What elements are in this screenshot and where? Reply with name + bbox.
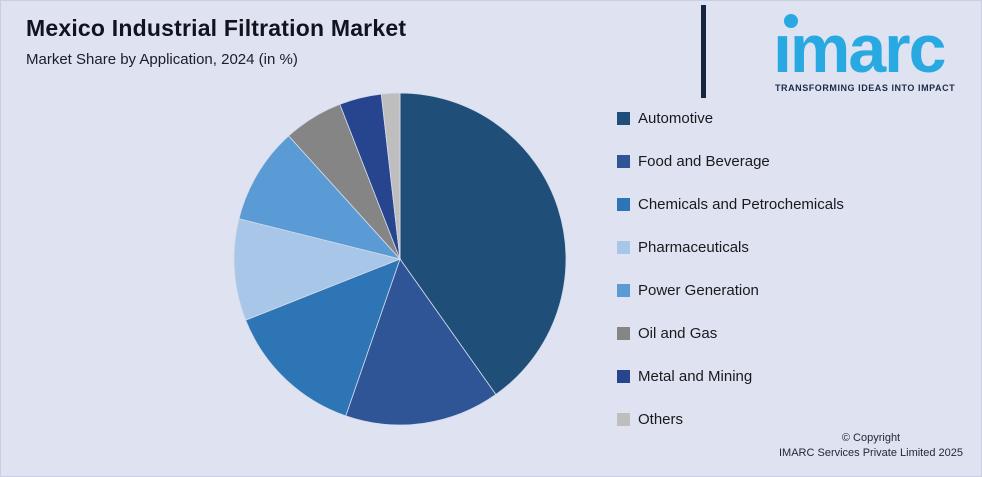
page-subtitle: Market Share by Application, 2024 (in %) xyxy=(26,51,298,68)
legend-swatch-icon xyxy=(617,369,630,383)
pie-slice xyxy=(233,218,402,321)
pie-slice xyxy=(345,258,497,426)
pie-chart-svg xyxy=(233,92,567,426)
logo-wordmark: ımarc xyxy=(773,11,946,87)
legend-label: Metal and Mining xyxy=(638,367,753,385)
page-title: Mexico Industrial Filtration Market xyxy=(26,15,407,41)
legend-item: Power Generation xyxy=(617,280,844,300)
logo-i-dot-icon xyxy=(784,14,798,28)
header: Mexico Industrial Filtration Market Mark… xyxy=(26,15,406,68)
legend-swatch-icon xyxy=(617,197,630,211)
legend-item: Food and Beverage xyxy=(617,151,844,171)
legend-label: Power Generation xyxy=(638,281,759,299)
pie-slice xyxy=(245,258,401,417)
legend-label: Others xyxy=(638,410,684,428)
legend-label: Automotive xyxy=(638,109,714,127)
logo-accent-bar xyxy=(701,5,706,98)
legend-item: Others xyxy=(617,409,844,429)
legend-swatch-icon xyxy=(617,283,630,297)
legend-swatch-icon xyxy=(617,240,630,254)
legend-item: Oil and Gas xyxy=(617,323,844,343)
legend-item: Pharmaceuticals xyxy=(617,237,844,257)
legend-item: Metal and Mining xyxy=(617,366,844,386)
copyright: © Copyright IMARC Services Private Limit… xyxy=(771,431,971,461)
legend-label: Chemicals and Petrochemicals xyxy=(638,195,844,213)
legend-label: Food and Beverage xyxy=(638,152,770,170)
copyright-line2: IMARC Services Private Limited 2025 xyxy=(778,447,963,459)
legend-label: Oil and Gas xyxy=(638,324,718,342)
legend-label: Pharmaceuticals xyxy=(638,238,749,256)
legend-swatch-icon xyxy=(617,326,630,340)
legend-swatch-icon xyxy=(617,111,630,125)
pie-slice xyxy=(399,92,567,396)
pie-slice xyxy=(238,135,402,260)
legend-item: Chemicals and Petrochemicals xyxy=(617,194,844,214)
legend-swatch-icon xyxy=(617,154,630,168)
logo-tagline: TRANSFORMING IDEAS INTO IMPACT xyxy=(775,83,956,93)
imarc-logo: ımarc TRANSFORMING IDEAS INTO IMPACT xyxy=(701,5,965,101)
pie-chart xyxy=(232,91,568,427)
pie-slice xyxy=(380,92,401,260)
copyright-line1: © Copyright xyxy=(841,432,901,444)
legend: Automotive Food and Beverage Chemicals and… xyxy=(617,108,844,452)
legend-item: Automotive xyxy=(617,108,844,128)
legend-swatch-icon xyxy=(617,412,630,426)
